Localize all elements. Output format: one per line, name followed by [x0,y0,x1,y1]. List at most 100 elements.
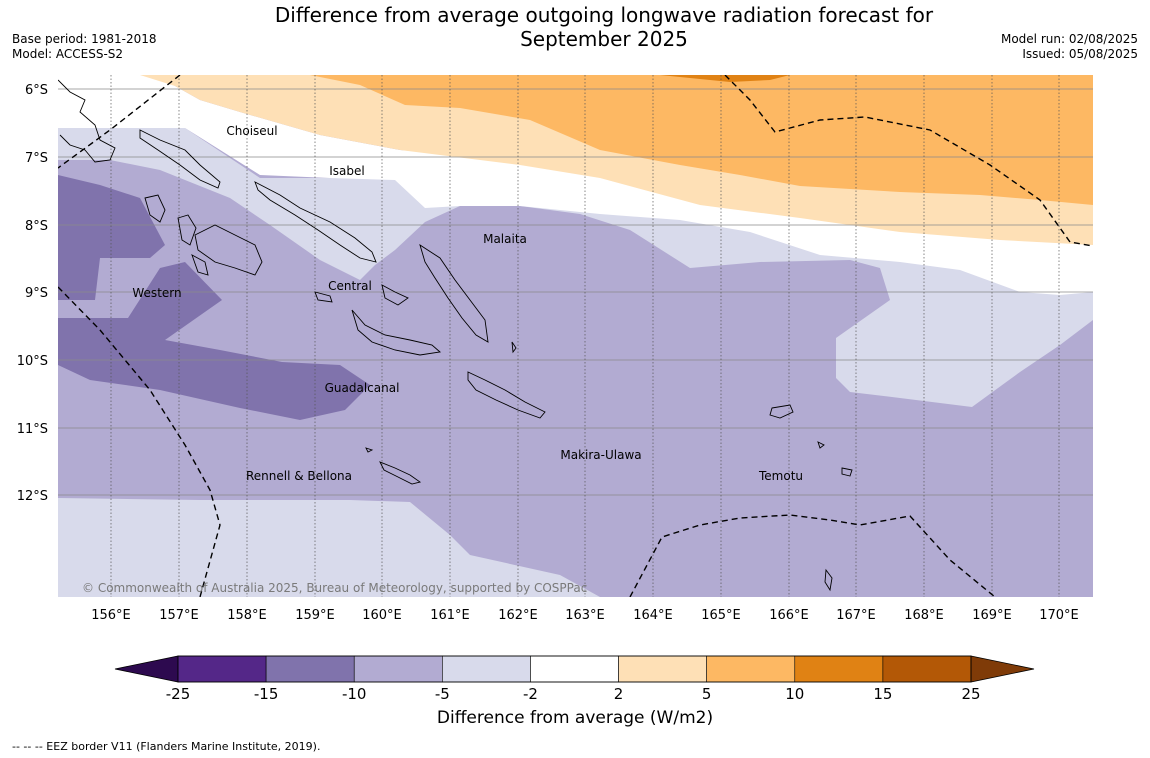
colorbar-segment [706,655,796,683]
lon-label: 166°E [769,608,809,623]
colorbar-segment [882,655,972,683]
rendova-island [191,254,209,276]
anomaly-band-neg5-neg2-north [58,128,1093,407]
region-label-makira-ulawa: Makira-Ulawa [560,448,641,462]
lat-label: 12°S [17,489,48,504]
colorbar-tick-label: -10 [342,685,367,703]
russell-islands [314,291,333,303]
nggela-islands [381,284,409,306]
lon-label: 160°E [362,608,402,623]
lon-label: 163°E [565,608,605,623]
colorbar-extend-high [970,655,1035,683]
lon-label: 168°E [904,608,944,623]
colorbar-segment [530,655,619,683]
colorbar-segment [265,655,355,683]
vella-lavella-island [144,194,166,223]
tikopia-island [841,467,853,477]
eez-border-northeast [724,75,1093,247]
lon-label: 162°E [498,608,538,623]
region-label-rennell-bellona: Rennell & Bellona [246,469,352,483]
issued-text: Issued: 05/08/2025 [1022,47,1138,61]
lat-label: 10°S [17,354,48,369]
nendo-island [769,404,794,419]
colorbar-tick-label: 5 [702,685,712,703]
anomaly-band-neg15-neg10-south [58,262,370,420]
ulawa-island [511,341,517,354]
lon-labels: 156°E 157°E 158°E 159°E 160°E 161°E 162°… [91,608,1079,623]
lat-label: 9°S [25,286,48,301]
lon-label: 157°E [159,608,199,623]
anomaly-band-neg2-pos2 [58,75,1093,295]
colorbar-extend-low [114,655,179,683]
meta-left: Base period: 1981-2018 Model: ACCESS-S2 [12,32,157,62]
lon-label: 169°E [972,608,1012,623]
lon-label: 170°E [1039,608,1079,623]
colorbar-tick-label: -2 [523,685,538,703]
anomaly-band-pos5-pos10 [310,75,1093,205]
eez-footnote: -- -- -- EEZ border V11 (Flanders Marine… [12,740,321,753]
title-line-1: Difference from average outgoing longwav… [274,3,934,27]
lat-label: 7°S [25,151,48,166]
colorbar-tick-label: -25 [166,685,191,703]
lon-label: 165°E [701,608,741,623]
lat-gridlines [58,88,1093,496]
colorbar-frame [177,655,972,683]
santa-isabel-island [254,181,377,263]
colorbar-tick-label: 10 [785,685,804,703]
anomaly-band-pos10-pos15 [660,75,790,82]
region-label-isabel: Isabel [329,164,364,178]
region-label-western: Western [132,286,181,300]
region-label-guadalcanal: Guadalcanal [325,381,400,395]
eez-borders [58,75,1093,597]
eez-border-southwest [58,286,221,597]
choiseul-island [139,129,221,189]
model-text: Model: ACCESS-S2 [12,47,124,61]
colorbar-segment [442,655,531,683]
bellona-island [365,447,374,453]
title-line-2: September 2025 [520,27,688,51]
colorbar-tick-label: -5 [435,685,450,703]
region-label-central: Central [328,279,372,293]
model-run-text: Model run: 02/08/2025 [1000,32,1138,46]
lon-label: 167°E [836,608,876,623]
map-plot-area [58,75,1093,597]
anomaly-band-neg5-neg2-south [58,498,600,597]
vanikoro-island [817,441,825,449]
makira-island [467,371,546,419]
colorbar-tick-label: -15 [254,685,279,703]
lat-label: 8°S [25,219,48,234]
base-period-text: Base period: 1981-2018 [12,32,157,46]
bougainville-island [58,79,116,163]
lon-label: 164°E [633,608,673,623]
region-label-choiseul: Choiseul [226,124,277,138]
colorbar-label: Difference from average (W/m2) [436,708,714,728]
page-title: Difference from average outgoing longwav… [200,3,1008,51]
colorbar: -25 -15 -10 -5 -2 2 5 10 15 25 [114,655,1035,703]
colorbar-segment [618,655,707,683]
lon-label: 161°E [430,608,470,623]
colorbar-tick-label: 15 [873,685,892,703]
lat-labels: 6°S 7°S 8°S 9°S 10°S 11°S 12°S [17,83,48,504]
colorbar-ticks: -25 -15 -10 -5 -2 2 5 10 15 25 [166,685,981,703]
vanuatu-north-island [824,568,833,592]
colorbar-tick-label: 25 [961,685,980,703]
malaita-island [419,243,489,343]
copyright-text: © Commonwealth of Australia 2025, Bureau… [82,581,587,595]
new-georgia-island [194,224,263,276]
lat-label: 6°S [25,83,48,98]
lon-label: 158°E [227,608,267,623]
region-label-malaita: Malaita [483,232,527,246]
region-labels: Choiseul Isabel Malaita Western Central … [132,124,803,483]
colorbar-segment [794,655,884,683]
colorbar-segment [353,655,443,683]
coastlines [58,79,853,592]
lon-label: 156°E [91,608,131,623]
eez-border-northwest [58,75,181,169]
anomaly-band-neg15-neg10-west [58,175,165,300]
colorbar-segment [177,655,267,683]
colorbar-segments [177,655,972,683]
colorbar-tick-label: 2 [614,685,624,703]
lat-label: 11°S [17,422,48,437]
lon-label: 159°E [295,608,335,623]
